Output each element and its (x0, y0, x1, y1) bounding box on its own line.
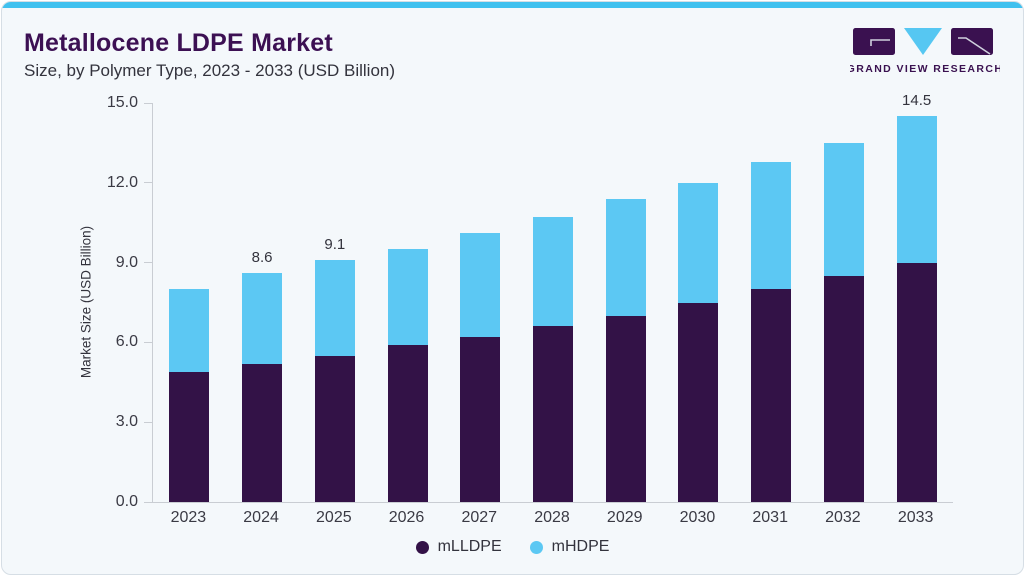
bar-segment-mHDPE-2033 (896, 116, 937, 263)
bar-segment-mLLDPE-2029 (605, 315, 646, 502)
logo-r-glyph (958, 37, 991, 55)
logo-g-glyph (870, 39, 890, 46)
bar-segment-mLLDPE-2028 (533, 326, 573, 502)
page-title: Metallocene LDPE Market (24, 29, 333, 57)
bar-segment-mHDPE-2032 (823, 142, 864, 276)
top-accent-stripe (2, 2, 1023, 8)
page-subtitle: Size, by Polymer Type, 2023 - 2033 (USD … (24, 61, 396, 80)
x-tick-label-2032: 2032 (825, 509, 861, 526)
bar-segment-mLLDPE-2033 (896, 262, 937, 502)
logo-v-triangle (904, 28, 942, 55)
bar-segment-mHDPE-2027 (460, 233, 501, 338)
y-tick-mark-15.0 (144, 102, 152, 104)
bar-2024 (242, 273, 283, 502)
y-tick-label-6.0: 6.0 (115, 333, 138, 351)
bar-2027 (460, 233, 501, 502)
bar-segment-mLLDPE-2031 (751, 289, 792, 502)
bar-value-label-2025: 9.1 (324, 235, 346, 253)
bar-2033 (896, 116, 937, 502)
bar-2032 (823, 142, 864, 502)
y-tick-mark-0.0 (144, 501, 152, 503)
y-tick-mark-6.0 (144, 341, 152, 343)
bar-value-label-2033: 14.5 (902, 92, 932, 110)
x-tick-label-2026: 2026 (388, 509, 425, 526)
grand-view-research-logo: GRAND VIEW RESEARCH (850, 28, 1000, 75)
x-tick-label-2024: 2024 (243, 509, 279, 526)
bar-2030 (678, 182, 719, 502)
y-tick-label-0.0: 0.0 (115, 493, 138, 510)
bar-segment-mHDPE-2030 (678, 182, 719, 303)
gvr-logo-mark (853, 28, 993, 55)
bar-segment-mHDPE-2031 (751, 161, 792, 290)
bar-segment-mLLDPE-2032 (823, 275, 864, 502)
y-tick-label-15.0: 15.0 (106, 94, 138, 111)
y-tick-mark-12.0 (144, 182, 152, 184)
bar-2026 (387, 249, 428, 502)
x-tick-label-2033: 2033 (897, 509, 934, 526)
x-tick-label-2030: 2030 (679, 509, 716, 526)
x-tick-label-2028: 2028 (534, 509, 570, 526)
bar-2025 (314, 259, 355, 502)
bar-segment-mHDPE-2025 (314, 259, 355, 356)
bar-segment-mLLDPE-2023 (169, 371, 210, 502)
bar-2029 (605, 198, 646, 502)
legend-item-mHDPE: mHDPE (529, 538, 610, 556)
x-tick-label-2027: 2027 (461, 509, 498, 526)
legend-label-mLLDPE: mLLDPE (437, 538, 502, 555)
legend-swatch-mLLDPE (415, 540, 429, 554)
bar-segment-mHDPE-2026 (387, 249, 428, 346)
bar-segment-mHDPE-2029 (605, 198, 646, 316)
bar-2031 (751, 161, 792, 502)
bar-segment-mHDPE-2024 (242, 273, 283, 364)
y-tick-label-12.0: 12.0 (106, 173, 138, 191)
bar-segment-mHDPE-2023 (169, 289, 210, 372)
bar-segment-mLLDPE-2027 (460, 337, 501, 502)
bar-segment-mLLDPE-2026 (387, 345, 428, 502)
bar-segment-mLLDPE-2030 (678, 302, 719, 502)
bar-segment-mHDPE-2028 (533, 217, 573, 327)
legend-label-mHDPE: mHDPE (551, 538, 610, 555)
y-axis-title: Market Size (USD Billion) (78, 225, 94, 379)
x-tick-label-2031: 2031 (752, 509, 788, 526)
y-tick-label-9.0: 9.0 (115, 253, 138, 271)
legend: mLLDPE mHDPE (2, 538, 1023, 556)
legend-swatch-mHDPE (529, 540, 543, 554)
logo-g-block (853, 28, 895, 55)
y-tick-label-3.0: 3.0 (115, 413, 138, 431)
plot-area: 8.6 9.1 14.5 (152, 92, 953, 503)
x-tick-label-2029: 2029 (606, 509, 643, 526)
x-tick-label-2025: 2025 (316, 509, 352, 526)
bar-segment-mLLDPE-2024 (242, 363, 283, 502)
y-tick-mark-3.0 (144, 421, 152, 423)
bar-value-label-2024: 8.6 (251, 249, 273, 267)
logo-wordmark: GRAND VIEW RESEARCH (850, 63, 1000, 75)
bar-segment-mLLDPE-2025 (314, 355, 355, 502)
x-tick-label-2023: 2023 (170, 509, 207, 526)
bar-2023 (169, 289, 210, 502)
legend-item-mLLDPE: mLLDPE (415, 538, 502, 556)
bar-2028 (533, 217, 573, 502)
y-tick-mark-9.0 (144, 262, 152, 264)
